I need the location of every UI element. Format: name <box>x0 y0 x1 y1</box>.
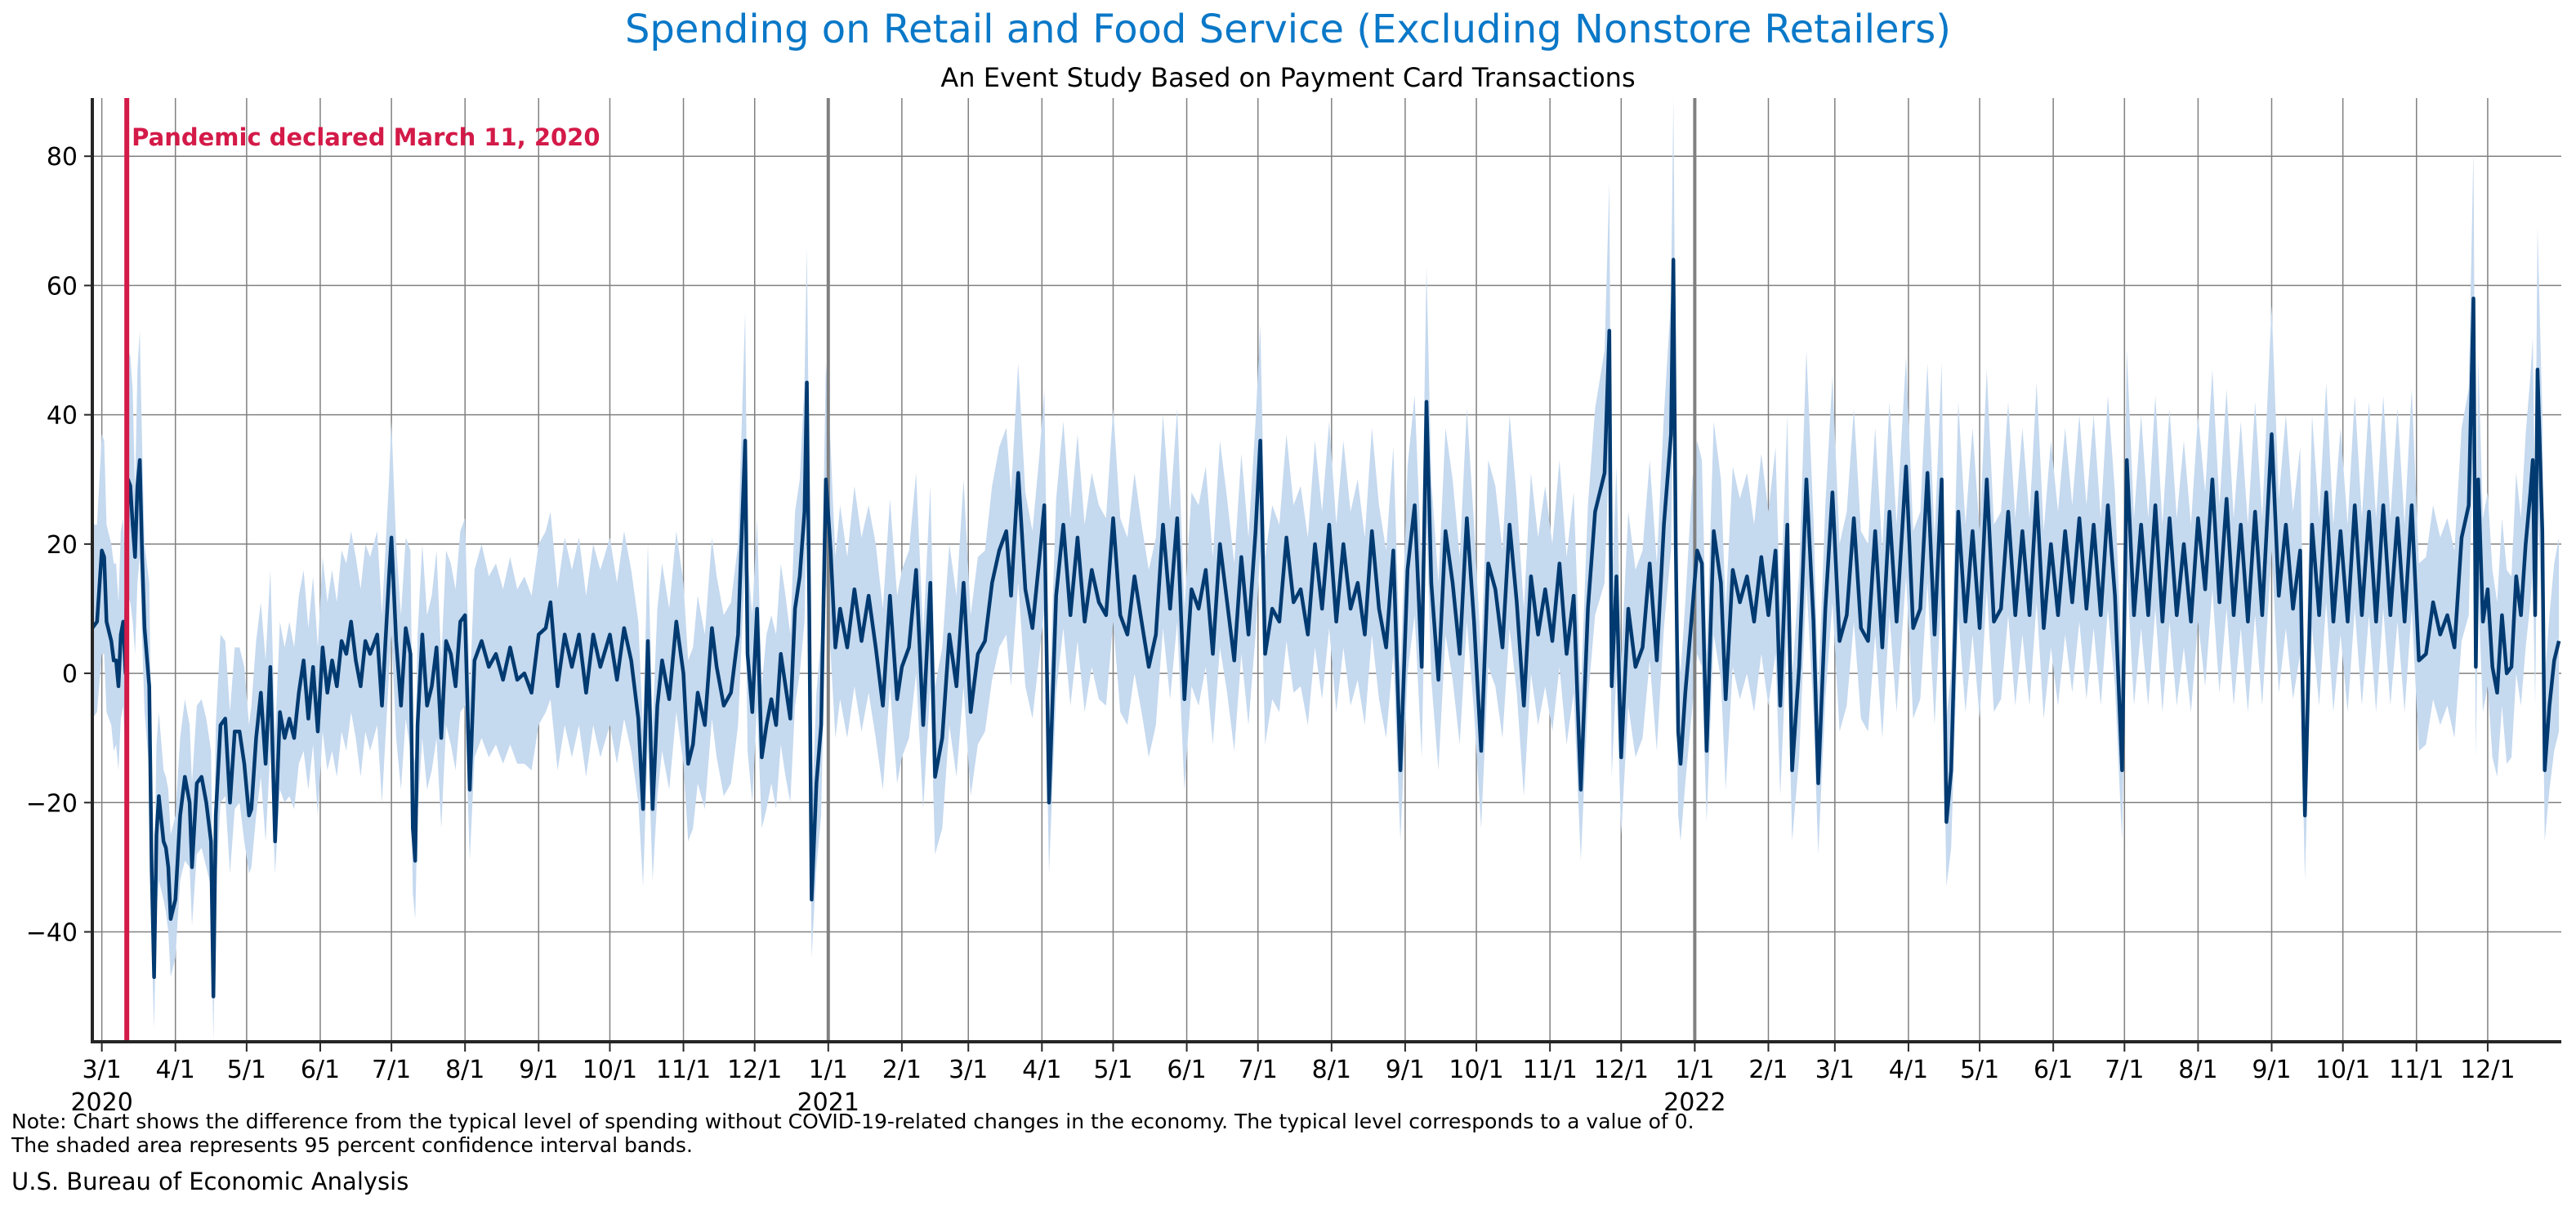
x-tick-label: 3/1 <box>949 1056 988 1084</box>
y-tick-label: 60 <box>47 272 78 301</box>
tick-labels: −40 −20 0 20 40 60 80 3/1 2020 4/1 5/1 6/1 7/1 8/1 9/1… <box>26 143 2516 1117</box>
x-tick-label: 2/1 <box>1748 1056 1788 1084</box>
y-tick-label: 80 <box>47 143 78 172</box>
x-year-label: 2021 <box>797 1088 859 1117</box>
x-tick-label: 8/1 <box>2178 1056 2217 1084</box>
chart-title: Spending on Retail and Food Service (Exc… <box>624 7 1952 52</box>
annotation-group: Pandemic declared March 11, 2020 <box>124 98 600 1042</box>
y-tick-label: −20 <box>26 789 78 818</box>
x-tick-label: 12/1 <box>2460 1056 2515 1084</box>
spending-line <box>91 257 2561 998</box>
x-tick-label: 7/1 <box>372 1056 411 1084</box>
x-tick-label: 7/1 <box>1239 1056 1278 1084</box>
y-tick-label: 40 <box>47 402 78 431</box>
x-tick-label: 9/1 <box>1386 1056 1425 1084</box>
x-tick-label: 4/1 <box>1022 1056 1061 1084</box>
x-year-label: 2022 <box>1663 1088 1726 1117</box>
axes <box>91 98 2561 1043</box>
x-tick-label: 1/1 <box>809 1056 848 1084</box>
y-tick-label: −40 <box>26 919 78 948</box>
x-tick-label: 6/1 <box>301 1056 340 1084</box>
x-tick-label: 9/1 <box>2252 1056 2291 1084</box>
y-tick-label: 0 <box>62 660 78 689</box>
x-tick-label: 5/1 <box>1093 1056 1132 1084</box>
x-tick-label: 6/1 <box>1167 1056 1206 1084</box>
x-tick-label: 11/1 <box>656 1056 711 1084</box>
x-tick-label: 1/1 <box>1675 1056 1714 1084</box>
x-tick-label: 10/1 <box>583 1056 637 1084</box>
x-tick-label: 3/1 <box>1815 1056 1855 1084</box>
source-credit: U.S. Bureau of Economic Analysis <box>11 1168 409 1195</box>
chart-subtitle: An Event Study Based on Payment Card Tra… <box>940 62 1636 93</box>
x-tick-label: 7/1 <box>2105 1056 2144 1084</box>
x-tick-label: 5/1 <box>1960 1056 1999 1084</box>
x-tick-label: 6/1 <box>2034 1056 2073 1084</box>
x-tick-label: 2/1 <box>882 1056 922 1084</box>
x-tick-label: 4/1 <box>156 1056 195 1084</box>
x-tick-label: 12/1 <box>1594 1056 1649 1084</box>
x-tick-label: 11/1 <box>1522 1056 1577 1084</box>
x-tick-label: 8/1 <box>1312 1056 1351 1084</box>
x-year-label: 2020 <box>70 1088 132 1117</box>
x-tick-label: 3/1 <box>82 1056 121 1084</box>
note-line-1: Note: Chart shows the difference from th… <box>11 1110 1694 1133</box>
x-tick-label: 12/1 <box>727 1056 782 1084</box>
x-tick-label: 8/1 <box>445 1056 484 1084</box>
x-tick-label: 10/1 <box>1449 1056 1503 1084</box>
x-tick-label: 9/1 <box>519 1056 558 1084</box>
x-tick-label: 10/1 <box>2315 1056 2370 1084</box>
y-tick-label: 20 <box>47 531 78 560</box>
pandemic-annotation: Pandemic declared March 11, 2020 <box>132 123 600 151</box>
x-tick-label: 11/1 <box>2389 1056 2444 1084</box>
x-tick-label: 4/1 <box>1889 1056 1928 1084</box>
x-tick-label: 5/1 <box>227 1056 266 1084</box>
note-line-2: The shaded area represents 95 percent co… <box>11 1133 693 1157</box>
